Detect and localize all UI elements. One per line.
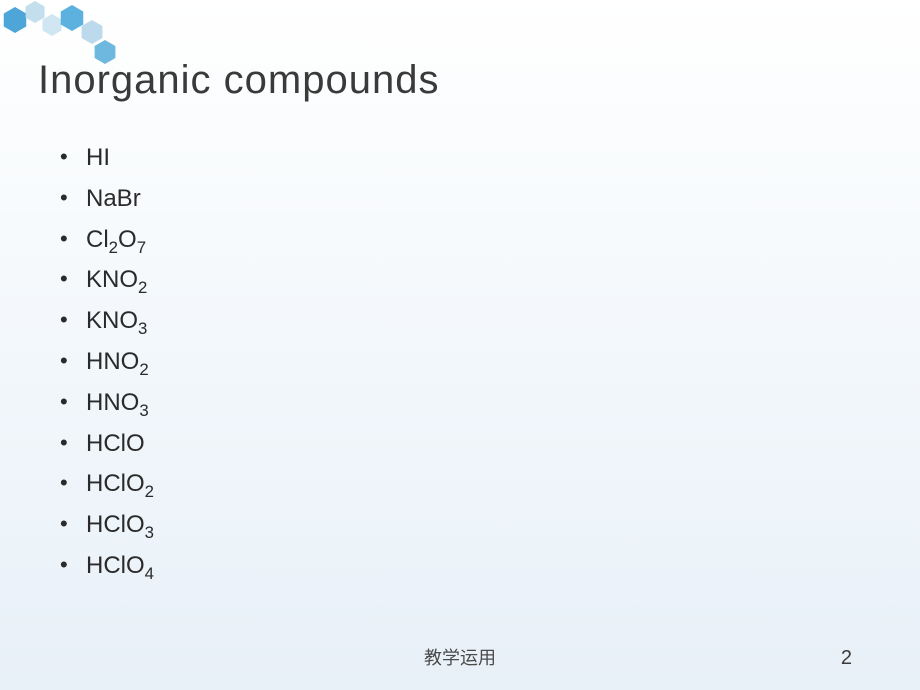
compound-item: HNO3 <box>58 383 154 424</box>
footer-text: 教学运用 <box>424 644 496 670</box>
page-number: 2 <box>841 647 852 670</box>
compound-item: Cl2O7 <box>58 220 154 261</box>
slide-title: Inorganic compounds <box>38 58 439 103</box>
compound-item: HClO3 <box>58 505 154 546</box>
compound-item: HNO2 <box>58 342 154 383</box>
compound-item: HI <box>58 138 154 179</box>
compound-item: HClO4 <box>58 546 154 587</box>
compound-list: HINaBrCl2O7KNO2KNO3HNO2HNO3HClOHClO2HClO… <box>58 138 154 587</box>
compound-item: HClO2 <box>58 464 154 505</box>
compound-item: KNO3 <box>58 301 154 342</box>
compound-item: KNO2 <box>58 260 154 301</box>
compound-item: NaBr <box>58 179 154 220</box>
compound-item: HClO <box>58 424 154 465</box>
